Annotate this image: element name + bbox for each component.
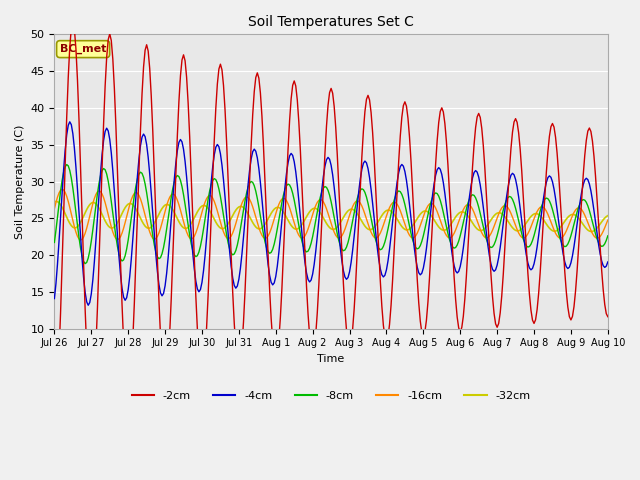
X-axis label: Time: Time <box>317 354 345 364</box>
Y-axis label: Soil Temperature (C): Soil Temperature (C) <box>15 124 25 239</box>
Legend: -2cm, -4cm, -8cm, -16cm, -32cm: -2cm, -4cm, -8cm, -16cm, -32cm <box>127 386 535 406</box>
Title: Soil Temperatures Set C: Soil Temperatures Set C <box>248 15 414 29</box>
Text: BC_met: BC_met <box>60 44 106 54</box>
